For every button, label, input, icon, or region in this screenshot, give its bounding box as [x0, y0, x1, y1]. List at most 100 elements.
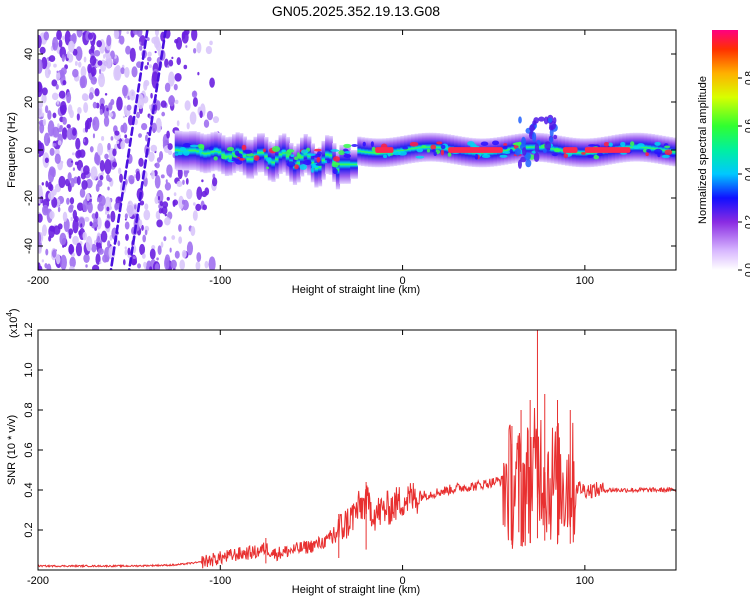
streak-2	[109, 30, 149, 270]
noise-dot	[80, 172, 86, 180]
noise-dot	[91, 243, 97, 253]
noise-dot	[92, 101, 97, 109]
noise-dot	[117, 196, 121, 201]
noise-dot	[51, 196, 58, 209]
noise-dot	[177, 167, 183, 180]
band-segment	[672, 137, 676, 167]
noise-dot	[77, 106, 82, 115]
noise-dot	[58, 90, 66, 99]
noise-dot	[144, 203, 149, 211]
noise-dot	[90, 44, 95, 52]
noise-dot	[160, 174, 165, 179]
band-blob	[664, 149, 673, 156]
noise-dot	[92, 264, 100, 270]
noise-dot	[44, 157, 49, 164]
noise-dot	[57, 223, 63, 230]
noise-dot	[76, 175, 81, 186]
noise-dot	[68, 40, 75, 53]
noise-dot	[157, 196, 160, 201]
noise-dot	[110, 136, 114, 141]
spectrogram-ytick-label: 0	[23, 147, 35, 153]
band-blob	[430, 144, 437, 150]
snr-ticks: -200 -100 0 100 0.2 0.4 0.6 0.8 1.0 1.2	[23, 322, 676, 587]
noise-dot	[45, 248, 49, 256]
noise-dot	[149, 248, 156, 260]
noise-dot	[97, 202, 104, 212]
band-blob	[596, 152, 604, 157]
noise-dot	[156, 40, 161, 46]
noise-dot	[124, 221, 130, 230]
noise-dot	[202, 204, 208, 211]
band-segment	[360, 137, 366, 167]
snr-xtick-label: -200	[27, 575, 49, 587]
band-blob	[313, 148, 322, 152]
noise-dot	[92, 133, 96, 139]
band-segment	[507, 135, 512, 165]
band-segment	[661, 135, 666, 165]
noise-dot	[132, 30, 140, 35]
noise-dot	[212, 173, 216, 179]
noise-dot	[38, 34, 42, 49]
noise-dot	[101, 136, 105, 141]
band-blob	[228, 156, 232, 160]
noise-dot	[135, 171, 141, 182]
noise-dot	[68, 243, 74, 255]
snr-scale-label: (x104)	[5, 308, 20, 338]
band-segment	[643, 133, 648, 162]
noise-dot	[197, 71, 200, 76]
snr-ytick-label: 0.8	[23, 402, 35, 417]
noise-dot	[105, 54, 112, 69]
noise-dot	[178, 236, 183, 244]
noise-dot	[141, 253, 146, 259]
noise-dot	[80, 75, 88, 89]
band-blob	[290, 154, 295, 158]
band-blob	[303, 160, 312, 166]
burst-blob	[533, 117, 539, 124]
burst-blob	[547, 117, 553, 123]
noise-dot	[41, 87, 48, 96]
band-blob	[343, 143, 352, 149]
band-segment	[228, 136, 233, 176]
noise-dot	[53, 63, 57, 68]
band-blob	[502, 151, 511, 154]
band-segment	[550, 134, 555, 164]
noise-dot	[48, 235, 52, 242]
noise-dot	[159, 200, 164, 207]
noise-dot	[175, 37, 183, 50]
noise-dot	[83, 138, 86, 143]
noise-dot	[76, 30, 83, 38]
noise-dot	[52, 112, 57, 119]
band-segment	[264, 137, 269, 176]
noise-dot	[72, 128, 77, 136]
noise-dot	[68, 228, 74, 236]
noise-dot	[158, 208, 163, 214]
noise-dot	[212, 116, 220, 124]
noise-dot	[179, 259, 185, 270]
band-blob	[326, 158, 331, 164]
noise-dot	[83, 253, 90, 263]
band-segment	[539, 133, 545, 162]
noise-dot	[42, 118, 47, 126]
noise-dot	[167, 150, 173, 156]
band-segment	[310, 143, 315, 183]
colorbar: 0.0 0.2 0.4 0.6 0.8 Normalized spectral ampl…	[697, 30, 750, 277]
band-segment	[629, 132, 634, 162]
noise-dot	[44, 263, 48, 269]
noise-dot	[89, 221, 93, 227]
noise-dot	[178, 195, 184, 210]
noise-dot	[128, 174, 135, 185]
noise-dot	[160, 100, 167, 108]
noise-dot	[209, 40, 213, 46]
band-blob	[236, 153, 243, 157]
band-blob	[499, 154, 508, 158]
noise-dot	[148, 151, 155, 162]
noise-dot	[58, 39, 63, 48]
band-blob	[426, 148, 431, 153]
noise-dot	[150, 144, 158, 152]
band-blob	[581, 152, 586, 155]
noise-dot	[166, 196, 170, 201]
burst-blob	[532, 132, 537, 143]
noise-dot	[125, 233, 129, 241]
noise-dot	[80, 223, 83, 228]
noise-dot	[206, 110, 214, 121]
